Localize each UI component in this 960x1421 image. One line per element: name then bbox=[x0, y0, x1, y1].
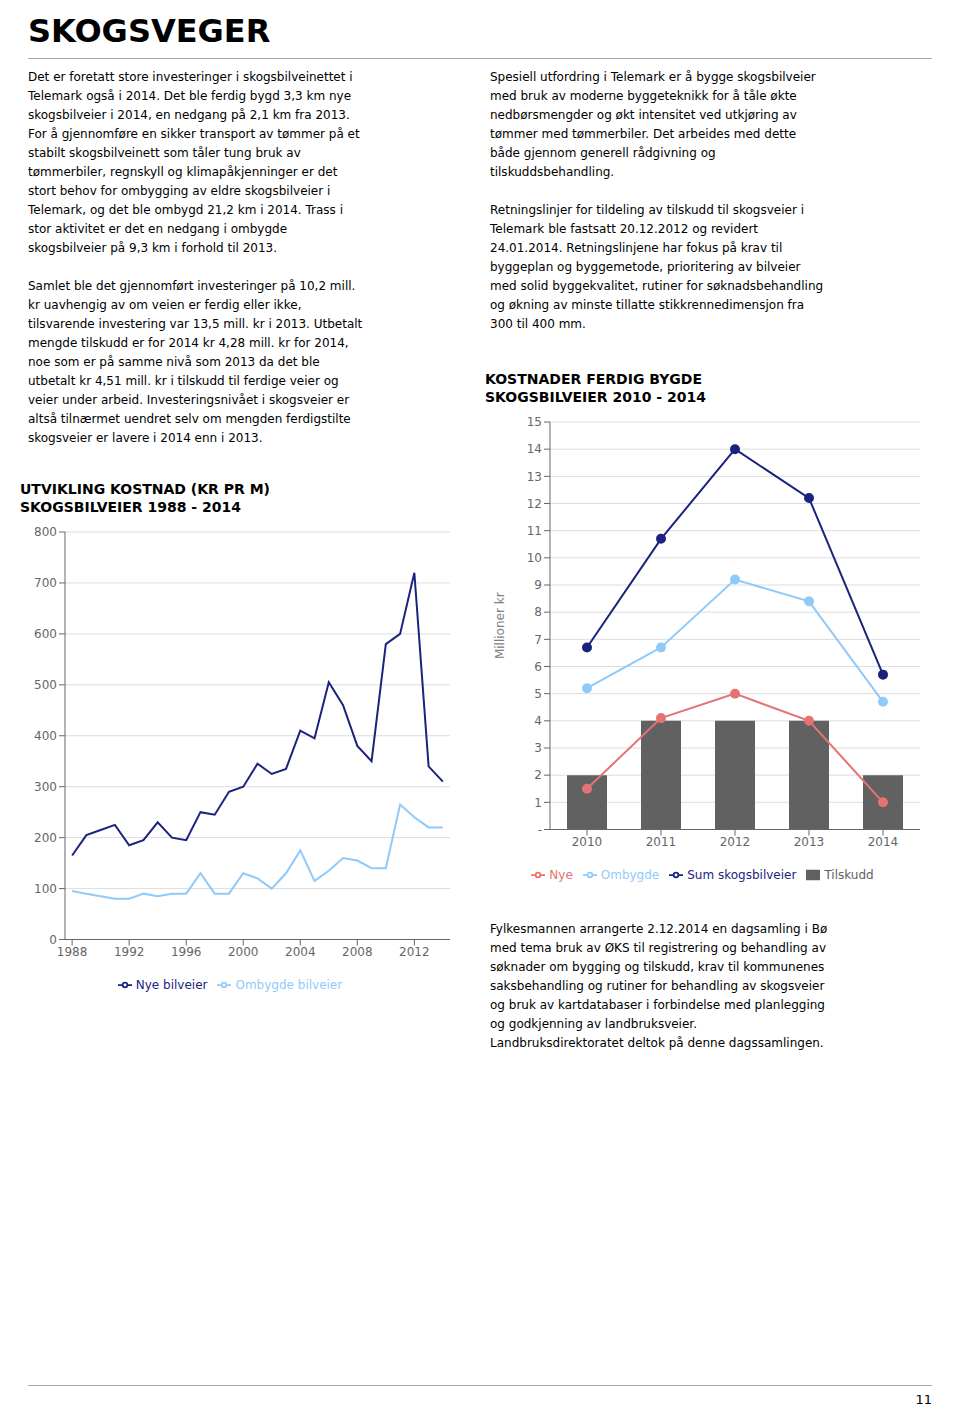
svg-text:Millioner kr: Millioner kr bbox=[493, 592, 507, 659]
html-text:stor aktivitet er det en nedga: stor aktivitet er det en nedgang i ombyg… bbox=[28, 222, 287, 236]
html-text:11: 11 bbox=[915, 1392, 932, 1407]
svg-text:1996: 1996 bbox=[171, 945, 202, 959]
svg-text:800: 800 bbox=[34, 525, 57, 539]
html-text:Ombygde: Ombygde bbox=[600, 867, 660, 882]
svg-text:2014: 2014 bbox=[868, 835, 899, 849]
svg-text:2004: 2004 bbox=[285, 945, 316, 959]
svg-text:8: 8 bbox=[534, 605, 542, 619]
html-text:nedbørsmengder og økt intensit: nedbørsmengder og økt intensitet ved utk… bbox=[490, 108, 797, 122]
html-text:Det er foretatt store invester: Det er foretatt store investeringer i sk… bbox=[28, 70, 353, 84]
html-text:Samlet ble det gjennomført inv: Samlet ble det gjennomført investeringer… bbox=[28, 279, 356, 293]
html-text:søknader om bygging og tilskud: søknader om bygging og tilskudd, krav ti… bbox=[490, 960, 825, 974]
svg-text:5: 5 bbox=[534, 687, 542, 701]
svg-text:200: 200 bbox=[34, 831, 57, 845]
html-text:24.01.2014. Retningslinjene ha: 24.01.2014. Retningslinjene har fokus på… bbox=[490, 241, 783, 255]
svg-text:300: 300 bbox=[34, 780, 57, 794]
svg-text:1: 1 bbox=[534, 796, 542, 810]
html-text:tømmer med tømmerbiler. Det ar: tømmer med tømmerbiler. Det arbeides med… bbox=[490, 127, 797, 141]
svg-text:-: - bbox=[538, 823, 542, 837]
html-text:skogsbilveier på 9,3 km i forh: skogsbilveier på 9,3 km i forhold til 20… bbox=[28, 241, 277, 255]
html-text:300 til 400 mm.: 300 til 400 mm. bbox=[490, 317, 586, 331]
html-text:noe som er på samme nivå som 2: noe som er på samme nivå som 2013 da det… bbox=[28, 355, 320, 369]
html-text:kr uavhengig av om veien er fe: kr uavhengig av om veien er ferdig eller… bbox=[28, 298, 302, 312]
svg-text:400: 400 bbox=[34, 729, 57, 743]
svg-text:500: 500 bbox=[34, 678, 57, 692]
html-text:tømmerbiler, regnskyll og klim: tømmerbiler, regnskyll og klimapåkjennin… bbox=[28, 165, 338, 179]
svg-text:700: 700 bbox=[34, 576, 57, 590]
svg-text:1988: 1988 bbox=[57, 945, 88, 959]
html-text:UTVIKLING KOSTNAD (KR PR M): UTVIKLING KOSTNAD (KR PR M) bbox=[20, 481, 270, 497]
html-text:Telemark ble fastsatt 20.12.20: Telemark ble fastsatt 20.12.2012 og revi… bbox=[490, 222, 759, 236]
html-text:mengde tilskudd er for 2014 kr: mengde tilskudd er for 2014 kr 4,28 mill… bbox=[28, 336, 349, 350]
svg-text:2013: 2013 bbox=[794, 835, 825, 849]
html-text:tilskuddsbehandling.: tilskuddsbehandling. bbox=[490, 165, 615, 179]
html-text:og bruk av kartdatabaser i for: og bruk av kartdatabaser i forbindelse m… bbox=[490, 998, 825, 1012]
html-text:SKOGSBILVEIER 2010 - 2014: SKOGSBILVEIER 2010 - 2014 bbox=[485, 389, 706, 405]
html-text:tilsvarende investering var 13: tilsvarende investering var 13,5 mill. k… bbox=[28, 317, 363, 331]
svg-text:2011: 2011 bbox=[646, 835, 677, 849]
svg-text:15: 15 bbox=[527, 415, 542, 429]
svg-text:2010: 2010 bbox=[572, 835, 603, 849]
html-text:stort behov for ombygging av e: stort behov for ombygging av eldre skogs… bbox=[28, 184, 331, 198]
html-text:og økning av minste tillatte s: og økning av minste tillatte stikkrenned… bbox=[490, 298, 805, 312]
html-text:og godkjenning av landbruksvei: og godkjenning av landbruksveier. bbox=[490, 1017, 697, 1031]
svg-text:2012: 2012 bbox=[720, 835, 751, 849]
html-text:For å gjennomføre en sikker tr: For å gjennomføre en sikker transport av… bbox=[28, 127, 360, 141]
html-text:altså tilnærmet uendret selv o: altså tilnærmet uendret selv om mengden … bbox=[28, 412, 351, 426]
html-text:Sum skogsbilveier: Sum skogsbilveier bbox=[687, 867, 797, 882]
svg-text:14: 14 bbox=[527, 442, 542, 456]
svg-text:2008: 2008 bbox=[342, 945, 373, 959]
html-text:Ombygde bilveier: Ombygde bilveier bbox=[235, 977, 343, 992]
html-text:byggeplan og byggemetode, prio: byggeplan og byggemetode, prioritering a… bbox=[490, 260, 801, 274]
svg-text:12: 12 bbox=[527, 497, 542, 511]
html-text:KOSTNADER FERDIG BYGDE: KOSTNADER FERDIG BYGDE bbox=[485, 371, 702, 387]
html-text:Telemark, og det ble ombygd 21: Telemark, og det ble ombygd 21,2 km i 20… bbox=[28, 203, 343, 217]
svg-text:9: 9 bbox=[534, 578, 542, 592]
html-text:Telemark også i 2014. Det ble: Telemark også i 2014. Det ble ferdig byg… bbox=[28, 89, 351, 103]
html-text:SKOGSBILVEIER 1988 - 2014: SKOGSBILVEIER 1988 - 2014 bbox=[20, 499, 241, 515]
html-text:SKOGSVEGER: SKOGSVEGER bbox=[28, 12, 271, 50]
html-text:saksbehandling og rutiner for: saksbehandling og rutiner for behandling… bbox=[490, 979, 825, 993]
html-text:skogsveier er lavere i 2014 en: skogsveier er lavere i 2014 enn i 2013. bbox=[28, 431, 263, 445]
svg-text:0: 0 bbox=[49, 933, 57, 947]
svg-text:11: 11 bbox=[527, 524, 542, 538]
html-text:Fylkesmannen arrangerte 2.12.2: Fylkesmannen arrangerte 2.12.2014 en dag… bbox=[490, 922, 828, 936]
html-text:veier under arbeid. Investerin: veier under arbeid. Investeringsnivået i… bbox=[28, 393, 350, 407]
svg-text:7: 7 bbox=[534, 633, 542, 647]
svg-text:2012: 2012 bbox=[399, 945, 430, 959]
html-text:Nye: Nye bbox=[549, 867, 573, 882]
svg-text:3: 3 bbox=[534, 741, 542, 755]
html-text:Landbruksdirektoratet deltok p: Landbruksdirektoratet deltok på denne da… bbox=[490, 1036, 824, 1050]
html-text:med solid byggekvalitet, rutin: med solid byggekvalitet, rutiner for søk… bbox=[490, 279, 824, 293]
html-text:Spesiell utfordring i Telemark: Spesiell utfordring i Telemark er å bygg… bbox=[490, 70, 816, 84]
html-text:skogsbilveier i 2014, en nedga: skogsbilveier i 2014, en nedgang på 2,1 … bbox=[28, 108, 350, 122]
svg-text:2: 2 bbox=[534, 768, 542, 782]
html-text:både gjennom generell rådgivni: både gjennom generell rådgivning og bbox=[490, 146, 716, 160]
html-text:med tema bruk av ØKS til regis: med tema bruk av ØKS til registrering og… bbox=[490, 941, 826, 955]
svg-text:6: 6 bbox=[534, 660, 542, 674]
html-text:Retningslinjer for tildeling a: Retningslinjer for tildeling av tilskudd… bbox=[490, 203, 804, 217]
svg-text:10: 10 bbox=[527, 551, 542, 565]
svg-text:4: 4 bbox=[534, 714, 542, 728]
html-text:utbetalt kr 4,51 mill. kr i ti: utbetalt kr 4,51 mill. kr i tilskudd til… bbox=[28, 374, 339, 388]
svg-text:100: 100 bbox=[34, 882, 57, 896]
html-text:Tilskudd: Tilskudd bbox=[824, 867, 874, 882]
svg-text:1992: 1992 bbox=[114, 945, 145, 959]
svg-text:13: 13 bbox=[527, 470, 542, 484]
html-text:Nye bilveier: Nye bilveier bbox=[135, 977, 208, 992]
svg-text:600: 600 bbox=[34, 627, 57, 641]
html-text:med bruk av moderne byggetekni: med bruk av moderne byggeteknikk for å t… bbox=[490, 89, 797, 103]
svg-text:2000: 2000 bbox=[228, 945, 259, 959]
html-text:stabilt skogsbilveinett som tå: stabilt skogsbilveinett som tåler tung b… bbox=[28, 146, 301, 160]
